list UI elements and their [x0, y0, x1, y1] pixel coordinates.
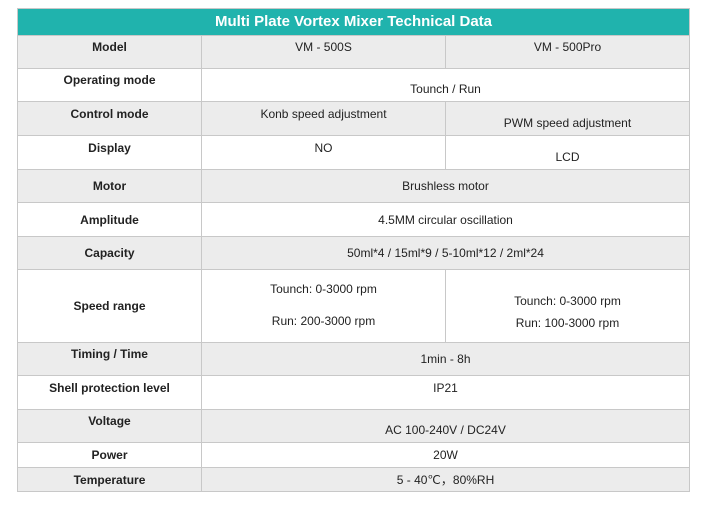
row-shell-protection: Shell protection level IP21 [17, 375, 690, 410]
motor-value: Brushless motor [201, 169, 690, 203]
row-model: Model VM - 500S VM - 500Pro [17, 35, 690, 69]
capacity-value: 50ml*4 / 15ml*9 / 5-10ml*12 / 2ml*24 [201, 236, 690, 270]
speed-range-b-line1: Tounch: 0-3000 rpm [514, 294, 621, 308]
control-mode-b: PWM speed adjustment [445, 101, 690, 136]
speed-range-a-line1: Tounch: 0-3000 rpm [270, 282, 377, 296]
label-operating-mode: Operating mode [17, 68, 202, 102]
temperature-value: 5 - 40℃，80%RH [201, 467, 690, 492]
row-voltage: Voltage AC 100-240V / DC24V [17, 409, 690, 443]
amplitude-value: 4.5MM circular oscillation [201, 202, 690, 237]
model-b: VM - 500Pro [445, 35, 690, 69]
table-title: Multi Plate Vortex Mixer Technical Data [17, 8, 690, 35]
label-shell-protection: Shell protection level [17, 375, 202, 410]
label-control-mode: Control mode [17, 101, 202, 136]
control-mode-a: Konb speed adjustment [201, 101, 446, 136]
row-display: Display NO LCD [17, 135, 690, 170]
label-model: Model [17, 35, 202, 69]
speed-range-b-line2: Run: 100-3000 rpm [515, 316, 620, 330]
voltage-value: AC 100-240V / DC24V [201, 409, 690, 443]
label-capacity: Capacity [17, 236, 202, 270]
label-power: Power [17, 442, 202, 468]
timing-value: 1min - 8h [201, 342, 690, 376]
row-motor: Motor Brushless motor [17, 169, 690, 203]
speed-range-a: Tounch: 0-3000 rpm Run: 200-3000 rpm [201, 269, 446, 343]
label-display: Display [17, 135, 202, 170]
label-timing: Timing / Time [17, 342, 202, 376]
row-control-mode: Control mode Konb speed adjustment PWM s… [17, 101, 690, 136]
row-power: Power 20W [17, 442, 690, 468]
label-speed-range: Speed range [17, 269, 202, 343]
row-speed-range: Speed range Tounch: 0-3000 rpm Run: 200-… [17, 269, 690, 343]
operating-mode-value: Tounch / Run [201, 68, 690, 102]
row-operating-mode: Operating mode Tounch / Run [17, 68, 690, 102]
row-temperature: Temperature 5 - 40℃，80%RH [17, 467, 690, 492]
shell-protection-value: IP21 [201, 375, 690, 410]
model-a: VM - 500S [201, 35, 446, 69]
speed-range-b: Tounch: 0-3000 rpm Run: 100-3000 rpm [445, 269, 690, 343]
label-amplitude: Amplitude [17, 202, 202, 237]
display-a: NO [201, 135, 446, 170]
row-amplitude: Amplitude 4.5MM circular oscillation [17, 202, 690, 237]
spec-table: Model VM - 500S VM - 500Pro Operating mo… [17, 35, 690, 492]
label-temperature: Temperature [17, 467, 202, 492]
power-value: 20W [201, 442, 690, 468]
spec-sheet: Multi Plate Vortex Mixer Technical Data … [17, 8, 690, 492]
row-capacity: Capacity 50ml*4 / 15ml*9 / 5-10ml*12 / 2… [17, 236, 690, 270]
speed-range-a-line2: Run: 200-3000 rpm [271, 314, 376, 328]
display-b: LCD [445, 135, 690, 170]
label-motor: Motor [17, 169, 202, 203]
row-timing: Timing / Time 1min - 8h [17, 342, 690, 376]
label-voltage: Voltage [17, 409, 202, 443]
